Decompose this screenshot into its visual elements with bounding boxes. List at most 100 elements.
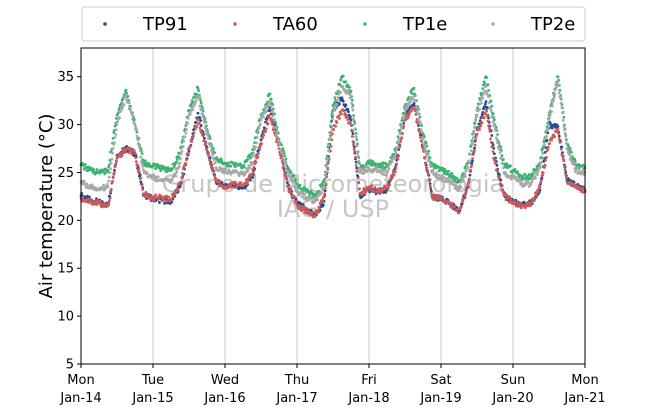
data-point	[254, 160, 258, 164]
data-point	[480, 121, 484, 125]
data-point	[114, 163, 118, 167]
y-tick-label: 35	[57, 70, 74, 85]
data-point	[321, 203, 325, 207]
data-point	[491, 145, 494, 149]
data-point	[483, 81, 487, 85]
data-point	[406, 116, 410, 120]
data-point	[405, 106, 409, 109]
data-point	[334, 107, 337, 110]
data-point	[213, 151, 217, 155]
data-point	[267, 109, 271, 112]
data-point	[534, 176, 537, 180]
data-point	[393, 155, 397, 159]
data-point	[473, 143, 477, 147]
data-point	[509, 164, 512, 168]
data-point	[255, 141, 258, 145]
data-point	[564, 176, 568, 180]
data-point	[485, 90, 489, 94]
data-point	[323, 182, 327, 186]
data-point	[564, 171, 568, 174]
data-point	[203, 136, 206, 140]
data-point	[219, 157, 223, 161]
data-point	[375, 190, 379, 194]
data-point	[176, 158, 179, 162]
data-point	[197, 121, 201, 125]
data-point	[350, 105, 354, 109]
data-point	[254, 145, 258, 149]
data-point	[429, 191, 433, 195]
data-point	[541, 151, 545, 155]
legend-label-TA60: TA60	[272, 14, 318, 35]
data-point	[141, 168, 145, 172]
data-point	[518, 204, 521, 208]
data-point	[136, 141, 140, 145]
data-point	[350, 135, 354, 138]
data-point	[545, 138, 549, 142]
data-point	[92, 168, 96, 171]
legend-label-TP1e: TP1e	[402, 14, 447, 35]
data-point	[462, 197, 465, 200]
data-point	[462, 179, 465, 182]
data-point	[233, 165, 237, 169]
x-tick-day: Sun	[501, 373, 526, 388]
data-point	[451, 201, 454, 205]
data-point	[109, 188, 113, 192]
data-point	[484, 84, 488, 88]
data-point	[495, 163, 499, 167]
data-point	[568, 147, 572, 151]
legend-label-TP91: TP91	[142, 14, 188, 35]
data-point	[516, 170, 519, 174]
data-point	[167, 195, 171, 199]
data-point	[140, 160, 143, 163]
data-point	[501, 162, 505, 166]
data-point	[483, 112, 487, 116]
data-point	[118, 116, 121, 120]
data-point	[192, 131, 196, 135]
data-point	[464, 169, 468, 173]
data-point	[546, 148, 550, 152]
data-point	[242, 173, 246, 177]
data-point	[212, 158, 216, 162]
data-point	[504, 198, 508, 202]
data-point	[464, 175, 467, 179]
data-point	[339, 91, 343, 95]
data-point	[487, 101, 491, 105]
data-point	[113, 135, 117, 139]
plot-frame	[80, 47, 586, 365]
data-point	[574, 169, 578, 172]
data-point	[518, 177, 521, 181]
data-point	[251, 168, 255, 172]
data-point	[559, 140, 562, 144]
data-point	[338, 83, 342, 86]
data-point	[139, 176, 143, 180]
data-point	[348, 85, 352, 89]
data-point	[474, 118, 478, 122]
data-point	[273, 118, 276, 121]
data-point	[121, 105, 125, 109]
data-point	[264, 127, 268, 131]
data-point	[351, 108, 355, 112]
data-point	[248, 166, 252, 170]
data-point	[561, 119, 565, 122]
data-point	[424, 162, 427, 166]
data-point	[487, 89, 490, 92]
data-point	[282, 149, 285, 153]
legend-marker-TP2e	[491, 22, 495, 26]
data-point	[184, 162, 188, 166]
data-point	[532, 199, 536, 202]
data-point	[184, 124, 188, 127]
data-point	[192, 134, 195, 138]
data-point	[294, 178, 298, 181]
data-point	[540, 156, 544, 160]
data-point	[266, 105, 270, 108]
data-point	[303, 206, 307, 210]
data-point	[550, 104, 554, 108]
data-point	[227, 168, 231, 172]
data-point	[395, 162, 399, 166]
data-point	[458, 207, 462, 211]
data-point	[271, 109, 274, 113]
data-point	[321, 199, 325, 203]
data-point	[556, 75, 560, 79]
data-point	[349, 123, 353, 127]
data-point	[557, 132, 561, 135]
